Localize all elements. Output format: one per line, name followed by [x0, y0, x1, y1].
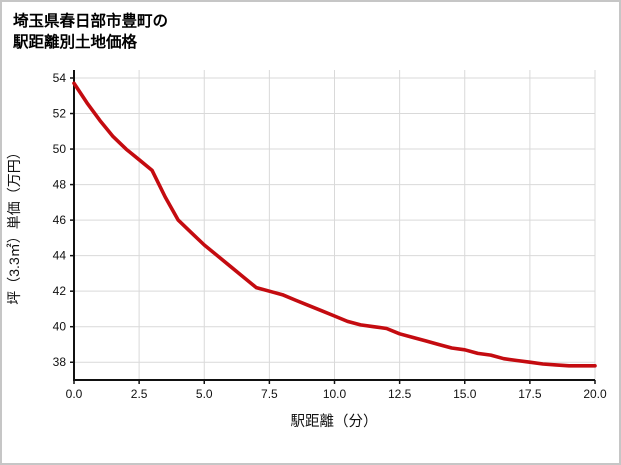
- y-tick-label: 54: [53, 71, 67, 85]
- x-tick-label: 2.5: [131, 387, 148, 401]
- x-tick-label: 15.0: [453, 387, 477, 401]
- x-tick-label: 17.5: [518, 387, 542, 401]
- x-tick-label: 20.0: [583, 387, 607, 401]
- x-tick-label: 0.0: [66, 387, 83, 401]
- x-tick-label: 10.0: [323, 387, 347, 401]
- price-line: [72, 81, 597, 368]
- axes-layer: [70, 69, 596, 384]
- x-tick-label: 7.5: [261, 387, 278, 401]
- y-tick-label: 46: [53, 213, 67, 227]
- y-tick-label: 40: [53, 319, 67, 333]
- x-tick-label: 5.0: [196, 387, 213, 401]
- series-layer: [72, 81, 597, 368]
- title-line-2: 駅距離別土地価格: [13, 34, 138, 52]
- x-tick-label: 12.5: [388, 387, 412, 401]
- tick-labels-layer: 0.0 2.5 5.0 7.5 10.0 12.5 15.0 17.5 20.0 38 40 42 44…: [53, 71, 607, 401]
- y-tick-label: 50: [53, 142, 67, 156]
- chart-svg: 0.0 2.5 5.0 7.5 10.0 12.5 15.0 17.5 20.0 38 40 42 44…: [6, 69, 607, 430]
- y-tick-label: 44: [53, 248, 67, 262]
- y-axis-label: 坪（3.3㎡）単価（万円）: [6, 145, 22, 304]
- y-tick-label: 52: [53, 106, 67, 120]
- grid-layer: [73, 69, 596, 380]
- y-tick-label: 48: [53, 177, 67, 191]
- title-line-1: 埼玉県春日部市豊町の: [13, 13, 169, 30]
- page-title: 埼玉県春日部市豊町の 駅距離別土地価格: [2, 2, 619, 54]
- y-tick-label: 38: [53, 355, 67, 369]
- x-axis-label: 駅距離（分）: [291, 412, 378, 430]
- y-tick-label: 42: [53, 284, 67, 298]
